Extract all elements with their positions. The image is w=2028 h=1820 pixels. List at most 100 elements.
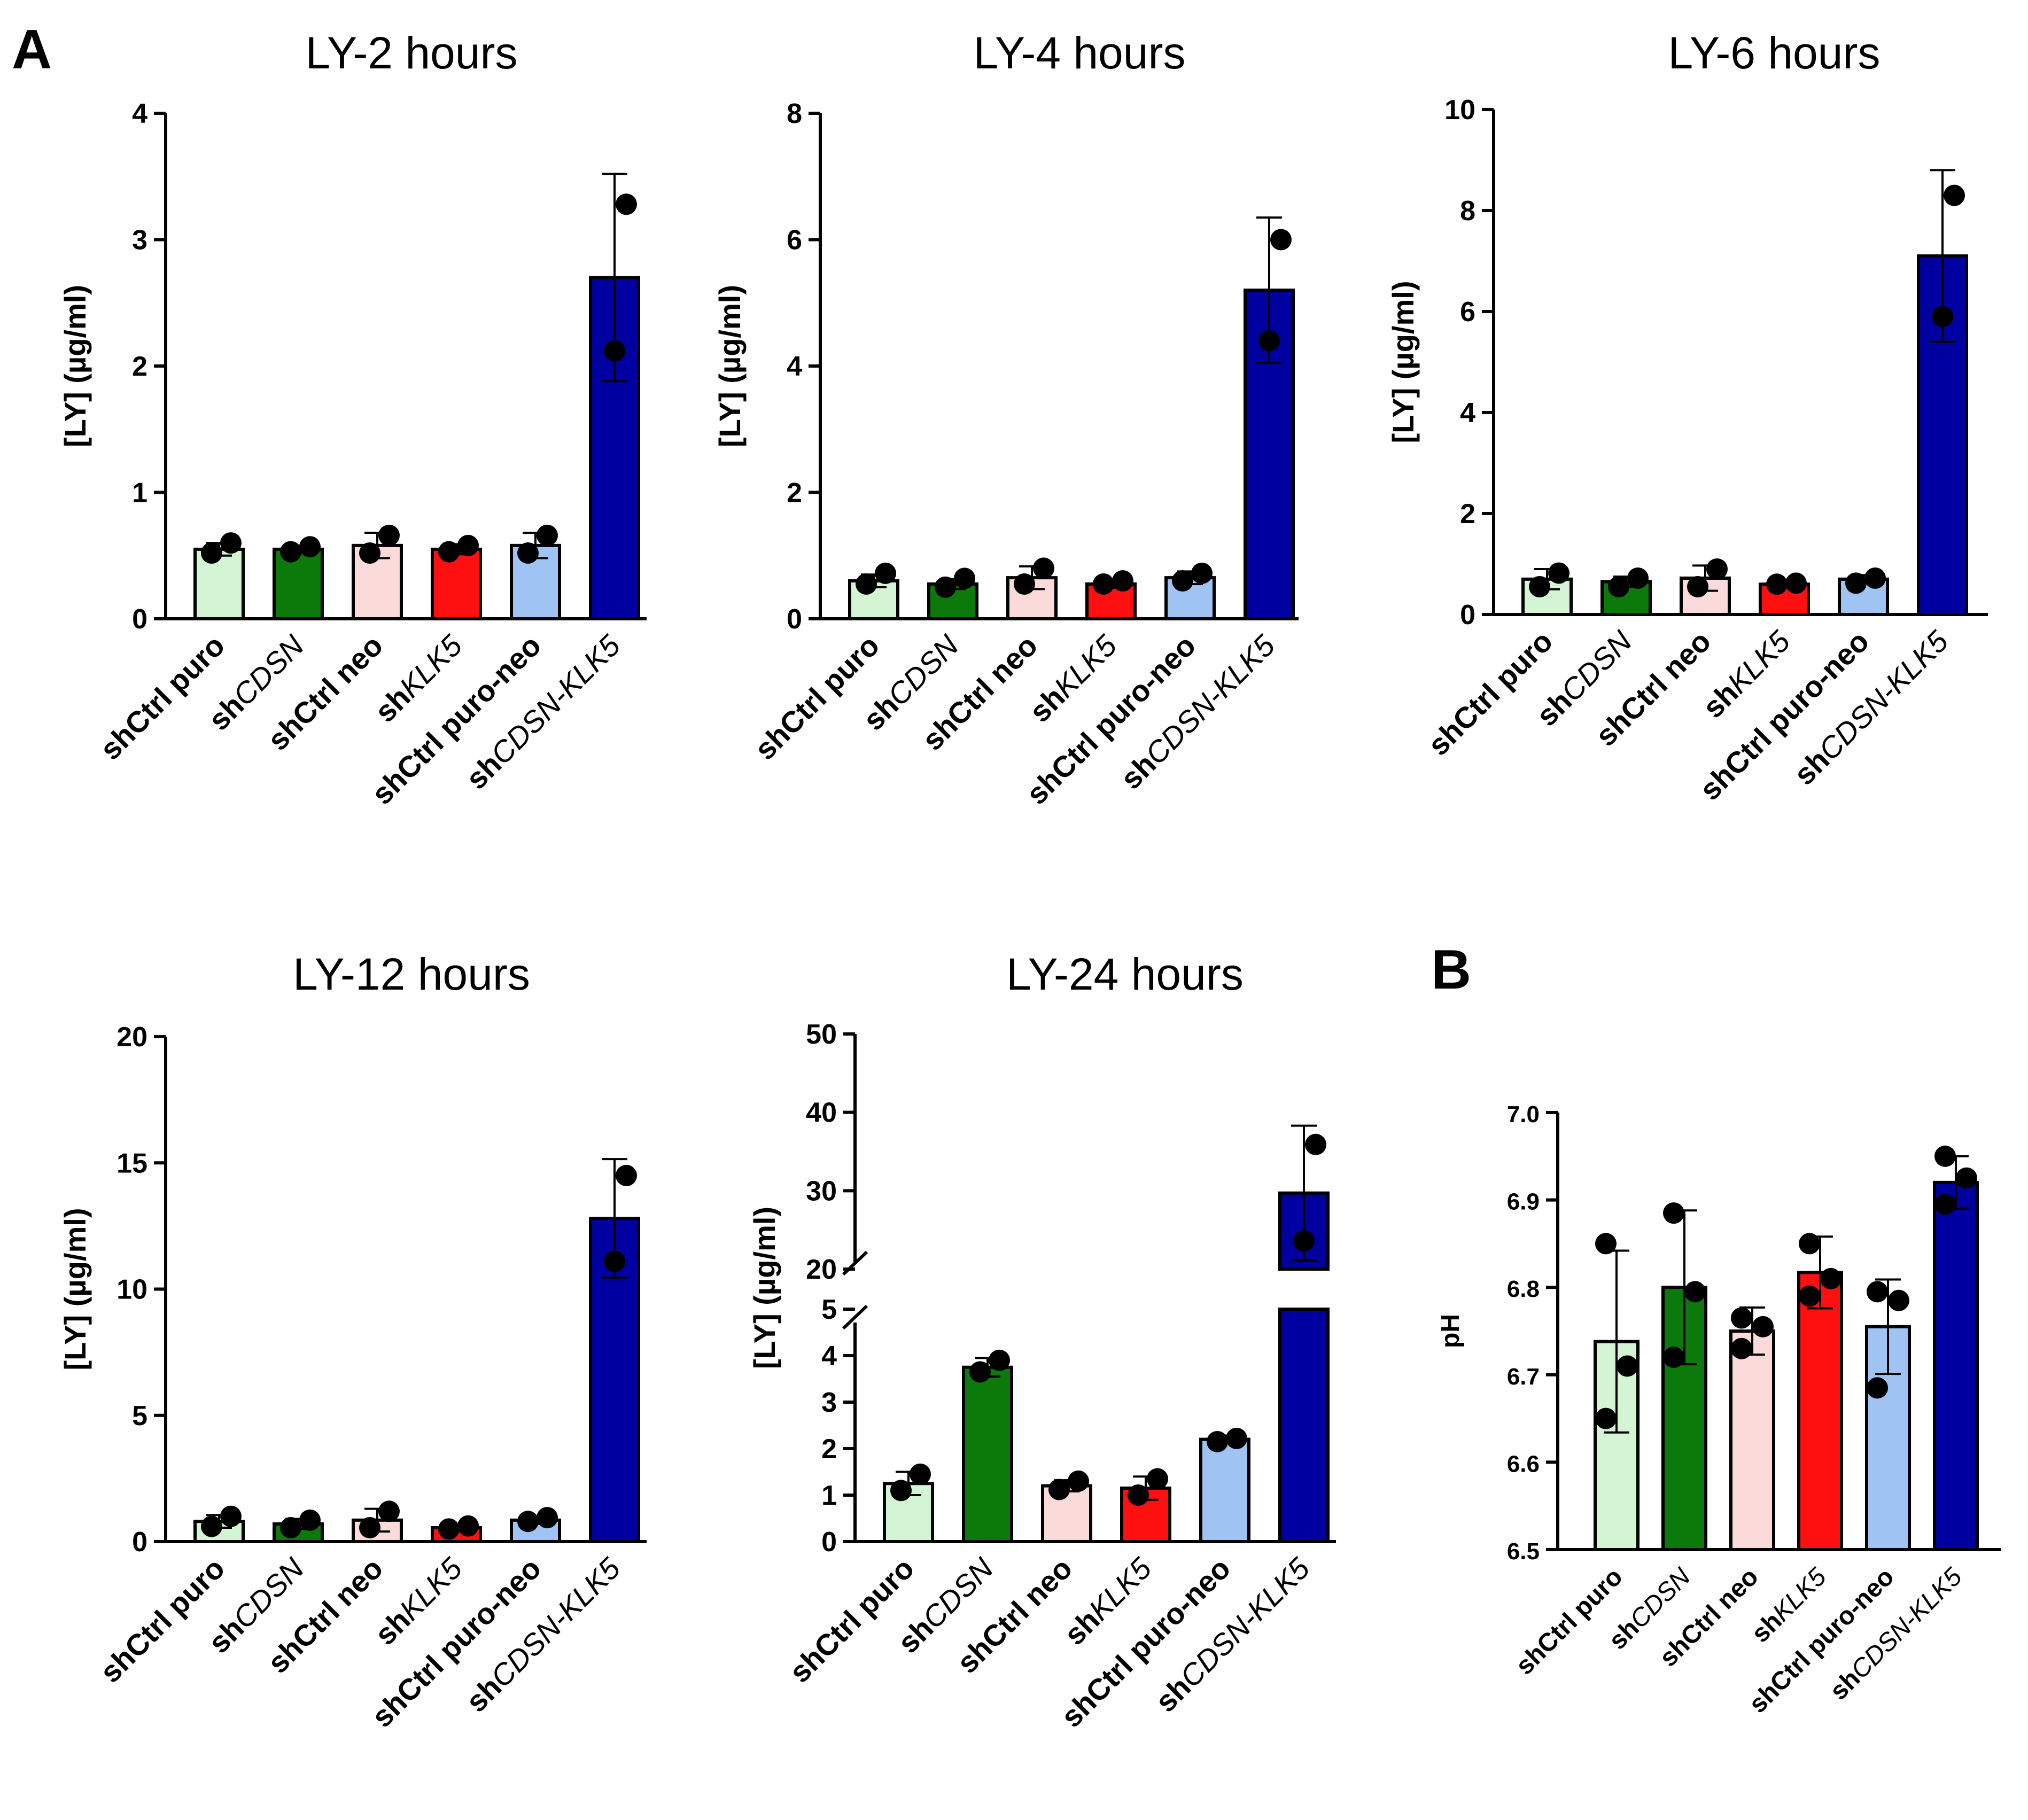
ly24-data-point <box>890 1480 912 1502</box>
ly12-data-point <box>438 1518 460 1540</box>
ly12-data-point <box>457 1515 479 1537</box>
ly6-data-point <box>1932 306 1953 328</box>
ly6-data-point <box>1608 576 1629 598</box>
ph-data-point <box>1799 1285 1820 1307</box>
ly6-data-point <box>1706 558 1728 580</box>
ly6-data-point <box>1548 562 1569 584</box>
ly6-ytick-label: 8 <box>1460 196 1475 227</box>
ly24-bar-lower <box>1278 1308 1330 1543</box>
ly4-title: LY-4 hours <box>974 28 1186 78</box>
ly12-xtick-label-part: shCtrl puro <box>94 1551 231 1689</box>
ly24-ytick-label: 20 <box>806 1254 837 1285</box>
ph-bar <box>1797 1271 1843 1551</box>
ph-data-point <box>1956 1167 1977 1189</box>
ly24-title: LY-24 hours <box>1006 949 1244 999</box>
ly2-ytick-label: 1 <box>132 478 147 509</box>
ly12-data-point <box>616 1164 637 1186</box>
ly24-data-point <box>1293 1230 1315 1252</box>
ly6-data-point <box>1944 184 1965 206</box>
ly12-data-point <box>201 1515 222 1537</box>
ly6-ytick-label: 6 <box>1460 297 1475 328</box>
ly4-ytick-label: 6 <box>787 225 802 256</box>
ly24-data-point <box>1305 1133 1326 1155</box>
ly24-ytick-label: 0 <box>821 1527 837 1558</box>
ph-bar <box>1729 1329 1775 1551</box>
ly12-ytick-label: 15 <box>116 1148 147 1179</box>
ly2-ylabel: [LY] (µg/ml) <box>58 285 92 447</box>
ph-data-point <box>1731 1307 1752 1329</box>
ly6-data-point <box>1845 572 1867 594</box>
ly4-data-point <box>1033 557 1054 579</box>
ly2-data-point <box>280 541 301 563</box>
ph-ytick-label: 6.8 <box>1507 1276 1540 1302</box>
ph-ytick-label: 7.0 <box>1507 1101 1540 1127</box>
ly2-bar <box>273 547 324 621</box>
ly2-xtick-label-part: shCtrl puro <box>94 628 231 766</box>
ly24-data-point <box>1147 1468 1168 1490</box>
ly12-ytick-label: 0 <box>132 1527 147 1558</box>
ly24-data-point <box>969 1361 991 1383</box>
ly4-data-point <box>875 562 896 584</box>
ly4-data-point <box>1258 330 1280 352</box>
ly24-axis-break-mark <box>842 1304 868 1330</box>
ly6-data-point <box>1627 567 1649 589</box>
ly4-ylabel: [LY] (µg/ml) <box>713 285 747 447</box>
ph-data-point <box>1867 1377 1888 1399</box>
ph-data-point <box>1663 1202 1684 1224</box>
ly2-data-point <box>220 532 242 554</box>
ly6-data-point <box>1864 567 1886 589</box>
ly2-data-point <box>299 536 321 558</box>
ly2-data-point <box>201 542 222 564</box>
ly24-ylabel: [LY] (µg/ml) <box>748 1207 781 1369</box>
ly12-xtick-label: shCtrl puro <box>94 1551 231 1689</box>
ly12-title: LY-12 hours <box>293 949 530 999</box>
ph-data-point <box>1934 1145 1956 1167</box>
ly6-data-point <box>1766 573 1788 595</box>
ly6-title: LY-6 hours <box>1668 28 1881 78</box>
ly24-ytick-label: 40 <box>806 1098 837 1129</box>
ly24-ytick-label: 5 <box>821 1294 837 1325</box>
ly6-xtick-label-part: shCtrl puro <box>1421 624 1559 762</box>
ph-ytick-label: 6.7 <box>1507 1364 1540 1390</box>
ly2-data-point <box>517 542 539 564</box>
ly2-ytick-label: 0 <box>132 604 147 635</box>
ly24-data-point <box>1226 1427 1247 1449</box>
ly24-ytick-label: 1 <box>821 1480 837 1511</box>
ph-data-point <box>1684 1281 1706 1303</box>
ly4-xtick-label-part: shCtrl puro <box>748 628 886 766</box>
ly12-data-point <box>359 1517 380 1539</box>
ly24-ytick-label: 4 <box>821 1341 837 1372</box>
ly2-ytick-label: 3 <box>132 225 147 256</box>
ph-data-point <box>1888 1289 1909 1311</box>
ly24-xtick-label: shCtrl puro <box>783 1551 921 1689</box>
ly2-data-point <box>359 542 380 564</box>
ly24-data-point <box>1207 1430 1228 1452</box>
ly2-ytick-label: 2 <box>132 351 147 382</box>
ly24-data-point <box>1048 1479 1070 1500</box>
ly6-ytick-label: 2 <box>1460 499 1475 530</box>
chart-ly24: LY-24 hours 0 1 2 3 4 5 20 30 40 50 [LY] (µg/ml) shC… <box>748 949 1336 1733</box>
ly24-ytick-label: 50 <box>806 1019 837 1050</box>
ly12-ytick-label: 10 <box>116 1274 147 1305</box>
ph-xtick-label: shCtrl puro <box>1510 1562 1628 1680</box>
ly6-data-point <box>1687 576 1708 598</box>
ph-data-point <box>1595 1233 1617 1255</box>
chart-ly12: LY-12 hours 0 5 10 15 20 [LY] (µg/ml) shCtrl pu… <box>58 949 647 1733</box>
ly12-data-point <box>280 1517 301 1539</box>
ly4-ytick-label: 4 <box>787 351 802 382</box>
ly2-data-point <box>616 193 637 215</box>
ly4-data-point <box>1172 570 1193 592</box>
ly4-xtick-label: shCtrl puro <box>748 628 886 766</box>
ly4-data-point <box>1093 573 1114 595</box>
ly4-data-point <box>1191 562 1213 584</box>
ph-bar <box>1933 1180 1979 1551</box>
ly12-data-point <box>604 1250 625 1272</box>
ly6-ytick-label: 4 <box>1460 398 1475 429</box>
ly24-xtick-label-part: shCtrl puro <box>783 1551 921 1689</box>
ly12-data-point <box>220 1505 242 1527</box>
ly6-xtick-label: shCtrl puro <box>1421 624 1559 762</box>
ly2-title: LY-2 hours <box>306 28 518 78</box>
